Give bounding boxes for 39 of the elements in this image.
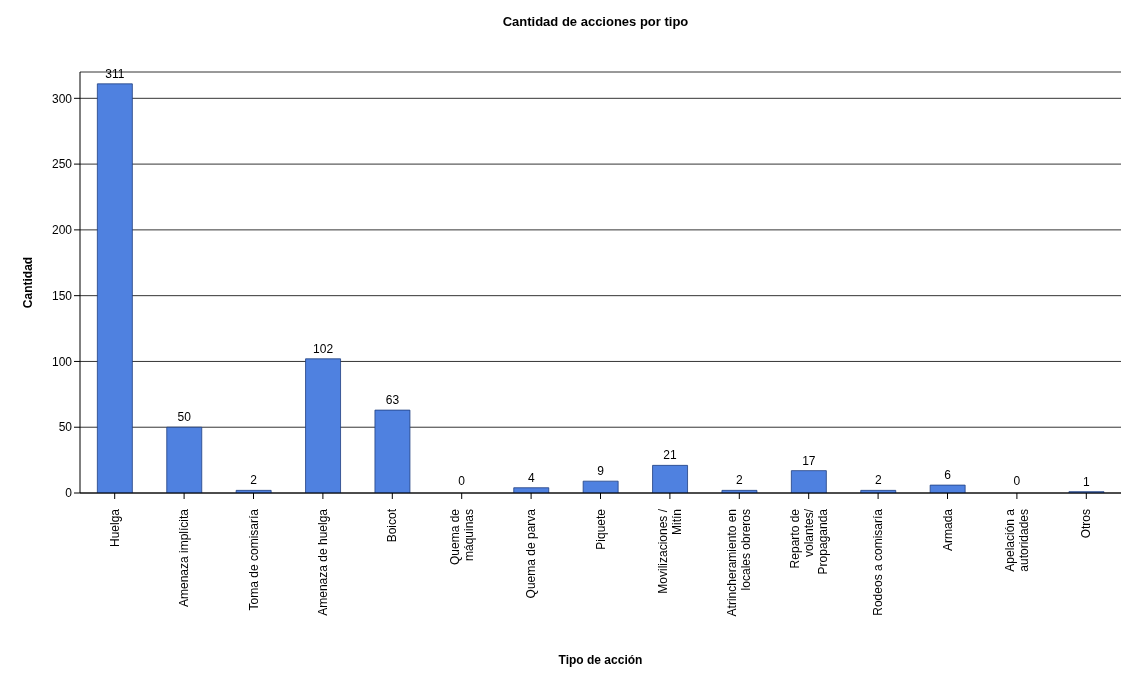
x-tick-label: Otros xyxy=(1079,509,1094,539)
data-label: 17 xyxy=(802,453,816,468)
data-label: 63 xyxy=(385,393,400,408)
x-tick-label: Amenaza de huelga xyxy=(315,508,330,616)
x-tick-label: Armada xyxy=(940,508,955,552)
x-tick-label: Movilizaciones / Mitín xyxy=(655,508,684,594)
chart-title: Cantidad de acciones por tipo xyxy=(501,13,690,31)
x-tick-label: Apelación a autoridades xyxy=(1002,508,1031,572)
x-tick-label: Atrincheramiento en locales obreros xyxy=(725,509,754,617)
data-label: 9 xyxy=(597,464,605,479)
y-tick-label: 0 xyxy=(65,486,73,501)
y-tick-label: 250 xyxy=(51,157,73,172)
y-axis-title: Cantidad xyxy=(21,256,36,309)
data-label: 2 xyxy=(874,473,882,488)
x-axis-title: Tipo de acción xyxy=(558,653,643,667)
x-tick-label: Boicot xyxy=(385,508,400,543)
data-label: 50 xyxy=(177,410,192,425)
data-label: 2 xyxy=(736,473,744,488)
data-label: 0 xyxy=(458,474,466,488)
x-tick-label: Huelga xyxy=(107,508,122,548)
data-label: 6 xyxy=(944,468,952,483)
x-tick-label: Amenaza implícita xyxy=(177,508,192,608)
y-tick-label: 200 xyxy=(51,223,73,238)
data-label: 2 xyxy=(250,473,258,488)
x-tick-label: Quema de máquinas xyxy=(447,508,476,566)
x-tick-label: Toma de comisaría xyxy=(246,508,261,611)
y-tick-label: 50 xyxy=(58,420,73,435)
x-tick-label: Quema de parva xyxy=(524,508,539,599)
y-tick-label: 150 xyxy=(51,288,73,303)
x-tick-label: Piquete xyxy=(593,508,608,550)
data-label: 4 xyxy=(527,470,535,485)
data-label: 311 xyxy=(105,66,125,81)
x-tick-label: Rodeos a comisaría xyxy=(871,508,886,616)
data-label: 21 xyxy=(663,448,678,463)
data-label: 102 xyxy=(313,341,334,356)
y-tick-label: 300 xyxy=(51,91,73,106)
y-tick-label: 100 xyxy=(51,354,73,369)
data-label: 1 xyxy=(1083,474,1091,489)
data-label: 0 xyxy=(1013,474,1021,488)
